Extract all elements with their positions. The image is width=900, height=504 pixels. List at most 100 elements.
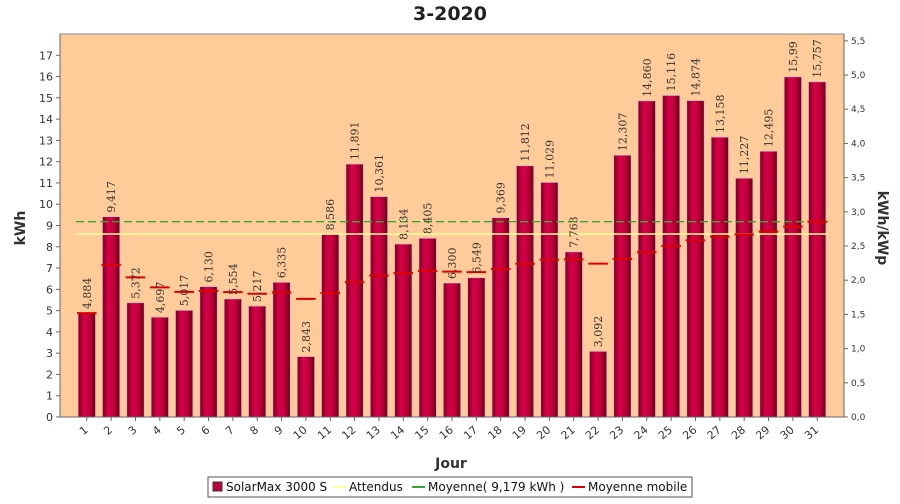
bar-value-label: 8,134 — [397, 208, 410, 240]
bar — [661, 94, 681, 418]
y2-tick-label: 4,0 — [851, 139, 866, 149]
bar-value-label: 15,757 — [811, 39, 824, 78]
y-tick-label: 15 — [39, 92, 53, 105]
bar-value-label: 10,361 — [373, 154, 386, 193]
y-tick-label: 13 — [39, 134, 53, 147]
bar-value-label: 12,495 — [763, 109, 776, 148]
bar — [175, 309, 194, 418]
x-tick-label: 20 — [534, 423, 553, 442]
x-tick-label: 8 — [247, 423, 261, 437]
x-tick-label: 10 — [291, 423, 310, 442]
bar-value-label: 9,417 — [105, 181, 118, 213]
y2-tick-label: 5,5 — [851, 37, 865, 47]
x-tick-label: 29 — [753, 423, 772, 442]
x-tick-label: 2 — [101, 423, 115, 437]
bar — [515, 165, 535, 418]
x-tick-label: 16 — [437, 423, 456, 442]
bar — [126, 302, 145, 418]
bar-value-label: 7,763 — [568, 216, 581, 248]
x-tick-label: 11 — [315, 423, 334, 442]
bar-value-label: 11,029 — [543, 140, 556, 179]
bar-value-label: 11,812 — [519, 123, 532, 162]
bar-value-label: 6,335 — [276, 247, 289, 279]
y-tick-label: 9 — [46, 220, 53, 233]
legend-label-moyenne: Moyenne( 9,179 kWh ) — [428, 480, 564, 494]
bar — [710, 136, 729, 418]
bar — [442, 282, 462, 418]
bar — [491, 217, 510, 418]
bar-value-label: 11,891 — [349, 121, 362, 160]
x-tick-label: 7 — [223, 423, 237, 437]
legend-label-solarmax: SolarMax 3000 S — [226, 480, 327, 494]
bar — [223, 298, 243, 418]
y-tick-label: 2 — [46, 368, 53, 381]
bar-value-label: 8,586 — [324, 199, 337, 231]
y2-tick-label: 3,5 — [851, 174, 865, 184]
bar-value-label: 14,874 — [689, 58, 702, 97]
bar-value-label: 5,217 — [251, 270, 264, 302]
bar — [199, 286, 218, 418]
x-tick-label: 30 — [778, 423, 797, 442]
bar-value-label: 13,158 — [714, 95, 727, 134]
x-tick-label: 9 — [272, 423, 286, 437]
bar — [759, 150, 778, 418]
bar-value-label: 5,372 — [129, 267, 142, 299]
legend-label-attendus: Attendus — [349, 480, 403, 494]
bar-value-label: 4,697 — [154, 282, 167, 314]
y-tick-label: 0 — [46, 411, 53, 424]
x-tick-label: 14 — [388, 423, 407, 442]
y-tick-label: 11 — [39, 177, 53, 190]
x-tick-label: 1 — [77, 423, 91, 437]
x-tick-label: 13 — [364, 423, 383, 442]
bar-value-label: 6,300 — [446, 247, 459, 279]
y2-tick-label: 0,5 — [851, 379, 865, 389]
bar-value-label: 15,99 — [787, 41, 800, 73]
y-tick-label: 7 — [46, 262, 53, 275]
bar — [345, 163, 364, 418]
y-tick-label: 8 — [46, 241, 53, 254]
bar-value-label: 4,884 — [81, 278, 94, 310]
x-tick-label: 5 — [174, 423, 188, 437]
y-tick-label: 1 — [46, 390, 53, 403]
bar — [101, 216, 121, 418]
bar — [467, 277, 486, 418]
bar — [686, 100, 705, 418]
legend-box — [207, 476, 693, 498]
legend-swatch-solarmax — [212, 481, 223, 492]
x-tick-label: 18 — [486, 423, 505, 442]
legend-label-moyenne-mobile: Moyenne mobile — [588, 480, 687, 494]
y-tick-label: 17 — [39, 49, 53, 62]
x-tick-label: 26 — [680, 423, 699, 442]
bar — [808, 81, 827, 418]
bar-value-label: 3,092 — [592, 316, 605, 348]
bar-value-label: 14,860 — [641, 58, 654, 97]
legend: SolarMax 3000 S Attendus Moyenne( 9,179 … — [207, 476, 693, 498]
bar — [564, 251, 583, 418]
y2-tick-label: 0,0 — [851, 413, 866, 423]
bar — [77, 312, 96, 418]
bar — [296, 356, 316, 418]
x-tick-label: 19 — [510, 423, 529, 442]
bar-value-label: 11,227 — [738, 136, 751, 175]
x-tick-label: 21 — [559, 423, 578, 442]
x-tick-label: 24 — [632, 423, 651, 442]
plot-area: 012345678910111213141516170,00,51,01,52,… — [39, 33, 866, 442]
y2-tick-label: 4,5 — [851, 105, 865, 115]
x-tick-label: 17 — [461, 423, 480, 442]
y2-tick-label: 3,0 — [851, 208, 866, 218]
bar — [540, 181, 559, 418]
bar-value-label: 5,554 — [227, 263, 240, 295]
x-axis-title: Jour — [434, 456, 467, 472]
y-tick-label: 16 — [39, 71, 53, 84]
y2-tick-label: 5,0 — [851, 71, 866, 81]
x-tick-label: 25 — [656, 423, 675, 442]
y2-tick-label: 1,0 — [851, 345, 866, 355]
bar — [418, 237, 437, 418]
x-tick-label: 31 — [802, 423, 821, 442]
y2-axis-title: kWh/kWp — [874, 191, 890, 266]
bar-value-label: 2,843 — [300, 321, 313, 353]
x-tick-label: 4 — [150, 423, 164, 437]
bar — [248, 305, 267, 418]
bar — [735, 177, 754, 418]
